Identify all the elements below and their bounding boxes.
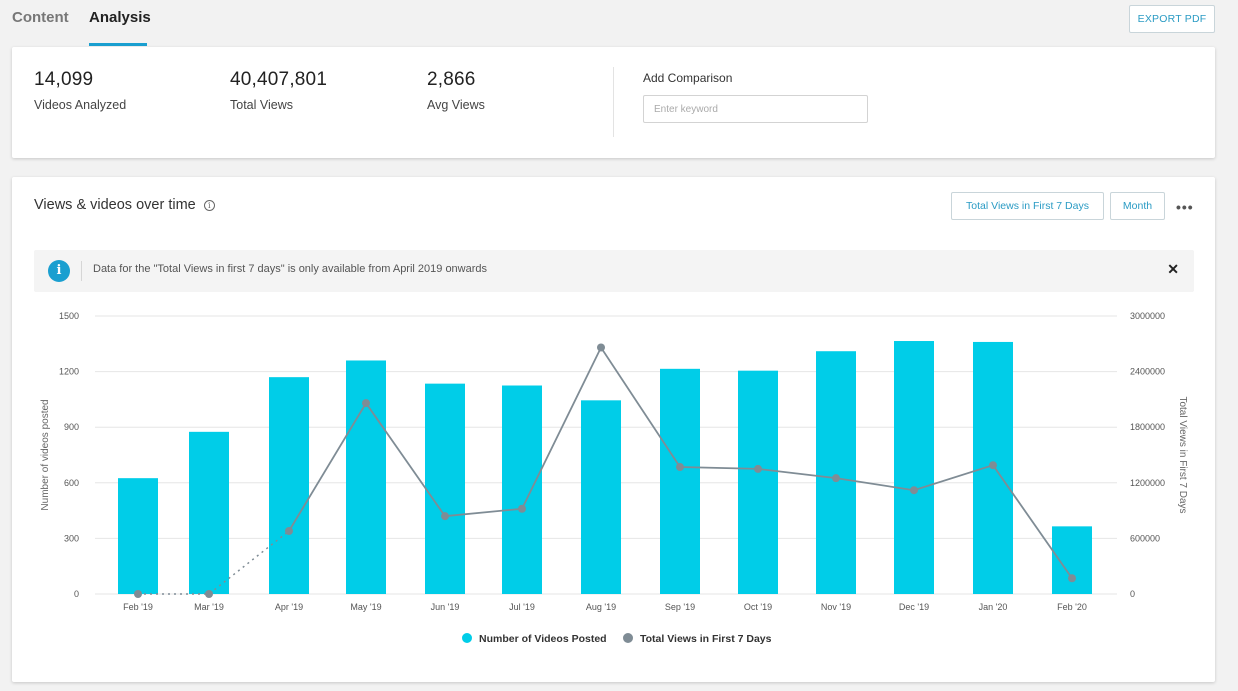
y2-tick-label: 3000000	[1130, 311, 1165, 321]
x-tick-label: Sep '19	[665, 602, 695, 612]
chart-bar[interactable]	[269, 377, 309, 594]
y2-tick-label: 1200000	[1130, 478, 1165, 488]
chart-card-header: Views & videos over time i	[34, 197, 215, 213]
export-pdf-button[interactable]: EXPORT PDF	[1129, 5, 1215, 33]
info-icon[interactable]: i	[203, 199, 215, 211]
chart-bar[interactable]	[118, 478, 158, 594]
stat-label: Videos Analyzed	[34, 98, 127, 112]
y2-tick-label: 0	[1130, 589, 1135, 599]
more-horizontal-icon[interactable]: •••	[1176, 199, 1194, 215]
x-tick-label: Nov '19	[821, 602, 851, 612]
stat-avg-views: 2,866 Avg Views	[427, 69, 485, 112]
chart-bar[interactable]	[425, 383, 465, 594]
line-point[interactable]	[285, 526, 293, 535]
chart-bar[interactable]	[581, 400, 621, 594]
line-point[interactable]	[1068, 574, 1076, 583]
y2-tick-label: 2400000	[1130, 367, 1165, 377]
legend-swatch-videos	[462, 633, 472, 643]
chart-bar[interactable]	[189, 431, 229, 594]
chart-bar[interactable]	[660, 368, 700, 594]
x-tick-label: Feb '19	[123, 602, 153, 612]
notice-text: Data for the "Total Views in first 7 day…	[93, 263, 488, 275]
line-point[interactable]	[910, 486, 918, 495]
legend-label-videos[interactable]: Number of Videos Posted	[479, 633, 607, 645]
line-point[interactable]	[754, 464, 762, 473]
chart-bar[interactable]	[894, 341, 934, 594]
chart-bar[interactable]	[346, 360, 386, 594]
period-select-button[interactable]: Month	[1110, 192, 1165, 220]
line-point[interactable]	[134, 590, 142, 598]
chart-card-title: Views & videos over time	[34, 197, 196, 213]
tab-bar: Content Analysis EXPORT PDF	[0, 0, 1238, 46]
y-tick-label: 1500	[59, 311, 79, 321]
x-tick-label: Jun '19	[431, 602, 460, 612]
x-tick-label: Oct '19	[744, 602, 772, 612]
x-tick-label: Dec '19	[899, 602, 929, 612]
stat-value: 2,866	[427, 69, 476, 90]
y-tick-label: 0	[74, 589, 79, 599]
tab-content[interactable]: Content	[12, 9, 69, 26]
line-series-dotted	[138, 530, 290, 595]
x-tick-label: Aug '19	[586, 602, 616, 612]
y-tick-label: 300	[64, 533, 79, 543]
x-tick-label: Feb '20	[1057, 602, 1087, 612]
line-point[interactable]	[441, 512, 449, 521]
stat-value: 40,407,801	[230, 69, 328, 90]
metric-select-button[interactable]: Total Views in First 7 Days	[951, 192, 1104, 220]
x-tick-label: Mar '19	[194, 602, 224, 612]
stat-videos-analyzed: 14,099 Videos Analyzed	[34, 69, 126, 112]
notice-divider	[81, 261, 82, 281]
info-notice: i Data for the "Total Views in first 7 d…	[34, 250, 1194, 292]
legend-label-views[interactable]: Total Views in First 7 Days	[640, 633, 772, 645]
active-tab-indicator	[89, 43, 147, 46]
y-tick-label: 600	[64, 478, 79, 488]
y2-tick-label: 1800000	[1130, 422, 1165, 432]
y2-tick-label: 600000	[1130, 533, 1160, 543]
y-tick-label: 900	[64, 422, 79, 432]
stats-divider	[613, 67, 614, 137]
stat-label: Avg Views	[427, 98, 485, 112]
line-point[interactable]	[518, 504, 526, 513]
chart-bar[interactable]	[738, 370, 778, 594]
info-icon: i	[48, 260, 70, 282]
comparison-keyword-input[interactable]	[643, 95, 868, 123]
views-videos-chart: 0 300 600 900 1200 1500 0 600000 1200000 1800000 2…	[40, 311, 1188, 645]
line-point[interactable]	[676, 463, 684, 472]
line-point[interactable]	[989, 461, 997, 470]
stats-card: 14,099 Videos Analyzed 40,407,801 Total …	[12, 47, 1215, 158]
line-point[interactable]	[832, 474, 840, 483]
chart-bar[interactable]	[1052, 526, 1092, 594]
chart-bar[interactable]	[816, 351, 856, 594]
y2-axis-title: Total Views in First 7 Days	[1177, 396, 1188, 513]
x-tick-label: Jan '20	[979, 602, 1008, 612]
line-point[interactable]	[362, 399, 370, 408]
x-tick-label: Apr '19	[275, 602, 303, 612]
stat-total-views: 40,407,801 Total Views	[230, 69, 327, 112]
y-tick-label: 1200	[59, 367, 79, 377]
stat-label: Total Views	[230, 98, 293, 112]
x-tick-label: Jul '19	[509, 602, 535, 612]
add-comparison-label: Add Comparison	[643, 71, 733, 85]
line-point[interactable]	[205, 590, 213, 598]
line-point[interactable]	[597, 343, 605, 352]
views-chart-card: Views & videos over time i Total Views i…	[12, 177, 1215, 682]
stat-value: 14,099	[34, 69, 94, 90]
tab-analysis[interactable]: Analysis	[89, 9, 151, 26]
legend-swatch-views	[623, 633, 633, 643]
chart-bar[interactable]	[502, 385, 542, 595]
y-axis-title: Number of videos posted	[40, 399, 51, 510]
close-icon[interactable]: ✕	[1167, 261, 1179, 277]
x-tick-label: May '19	[350, 602, 381, 612]
